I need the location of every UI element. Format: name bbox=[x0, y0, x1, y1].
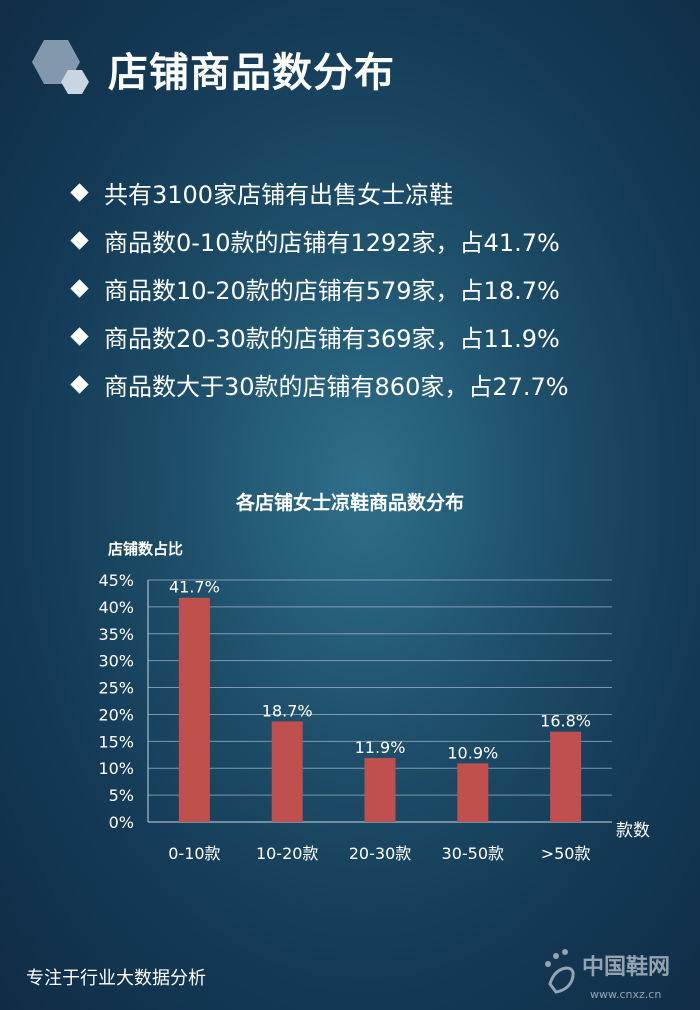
bar bbox=[457, 763, 489, 822]
bar bbox=[178, 597, 210, 822]
summary-item: 商品数20-30款的店铺有369家，占11.9% bbox=[70, 312, 569, 360]
y-tick-label: 35% bbox=[98, 625, 134, 644]
watermark-brand: 中国鞋网 bbox=[582, 955, 670, 980]
y-tick-label: 15% bbox=[98, 732, 134, 751]
y-axis-label: 店铺数占比 bbox=[108, 540, 184, 558]
y-tick-label: 45% bbox=[98, 571, 134, 590]
x-tick-label: 10-20款 bbox=[256, 844, 319, 863]
y-tick-label: 20% bbox=[98, 705, 134, 724]
x-tick-label: 20-30款 bbox=[349, 844, 412, 863]
summary-list: 共有3100家店铺有出售女士凉鞋 商品数0-10款的店铺有1292家，占41.7… bbox=[70, 168, 569, 408]
y-tick-label: 5% bbox=[109, 786, 134, 805]
summary-item: 共有3100家店铺有出售女士凉鞋 bbox=[70, 168, 569, 216]
data-label: 10.9% bbox=[447, 743, 498, 762]
data-label: 41.7% bbox=[169, 578, 220, 597]
summary-item-text: 商品数大于30款的店铺有860家，占27.7% bbox=[104, 372, 569, 401]
y-tick-label: 25% bbox=[98, 679, 134, 698]
bar-chart: 0% 5% 10% 15% 20% 25% 30% 35% 40% 45% 41.7% 0-10款 18… bbox=[98, 571, 650, 863]
x-tick-label: 0-10款 bbox=[168, 844, 220, 863]
summary-item: 商品数10-20款的店铺有579家，占18.7% bbox=[70, 264, 569, 312]
bar bbox=[271, 721, 303, 822]
summary-item-text: 商品数20-30款的店铺有369家，占11.9% bbox=[104, 324, 560, 353]
summary-item-text: 商品数0-10款的店铺有1292家，占41.7% bbox=[104, 228, 560, 257]
summary-item: 商品数0-10款的店铺有1292家，占41.7% bbox=[70, 216, 569, 264]
bar bbox=[364, 758, 396, 822]
y-tick-label: 0% bbox=[109, 813, 134, 832]
x-axis-label: 款数 bbox=[616, 821, 650, 841]
y-tick-label: 10% bbox=[98, 759, 134, 778]
summary-item-text: 共有3100家店铺有出售女士凉鞋 bbox=[104, 180, 454, 209]
data-label: 16.8% bbox=[540, 712, 591, 731]
footer-tagline: 专注于行业大数据分析 bbox=[26, 968, 206, 989]
data-label: 18.7% bbox=[262, 701, 313, 720]
x-tick-label: >50款 bbox=[541, 844, 591, 863]
page-title: 店铺商品数分布 bbox=[108, 50, 395, 96]
chart-title: 各店铺女士凉鞋商品数分布 bbox=[235, 492, 464, 514]
data-label: 11.9% bbox=[355, 738, 406, 757]
summary-item: 商品数大于30款的店铺有860家，占27.7% bbox=[70, 360, 569, 408]
y-tick-label: 30% bbox=[98, 652, 134, 671]
x-tick-label: 30-50款 bbox=[442, 844, 505, 863]
y-tick-label: 40% bbox=[98, 598, 134, 617]
bar bbox=[550, 731, 582, 822]
summary-item-text: 商品数10-20款的店铺有579家，占18.7% bbox=[104, 276, 560, 305]
watermark-logo: 中国鞋网 www.cnxz.cn bbox=[545, 949, 670, 1001]
watermark-url: www.cnxz.cn bbox=[590, 988, 661, 1001]
hexagon-logo-icon bbox=[32, 40, 89, 94]
